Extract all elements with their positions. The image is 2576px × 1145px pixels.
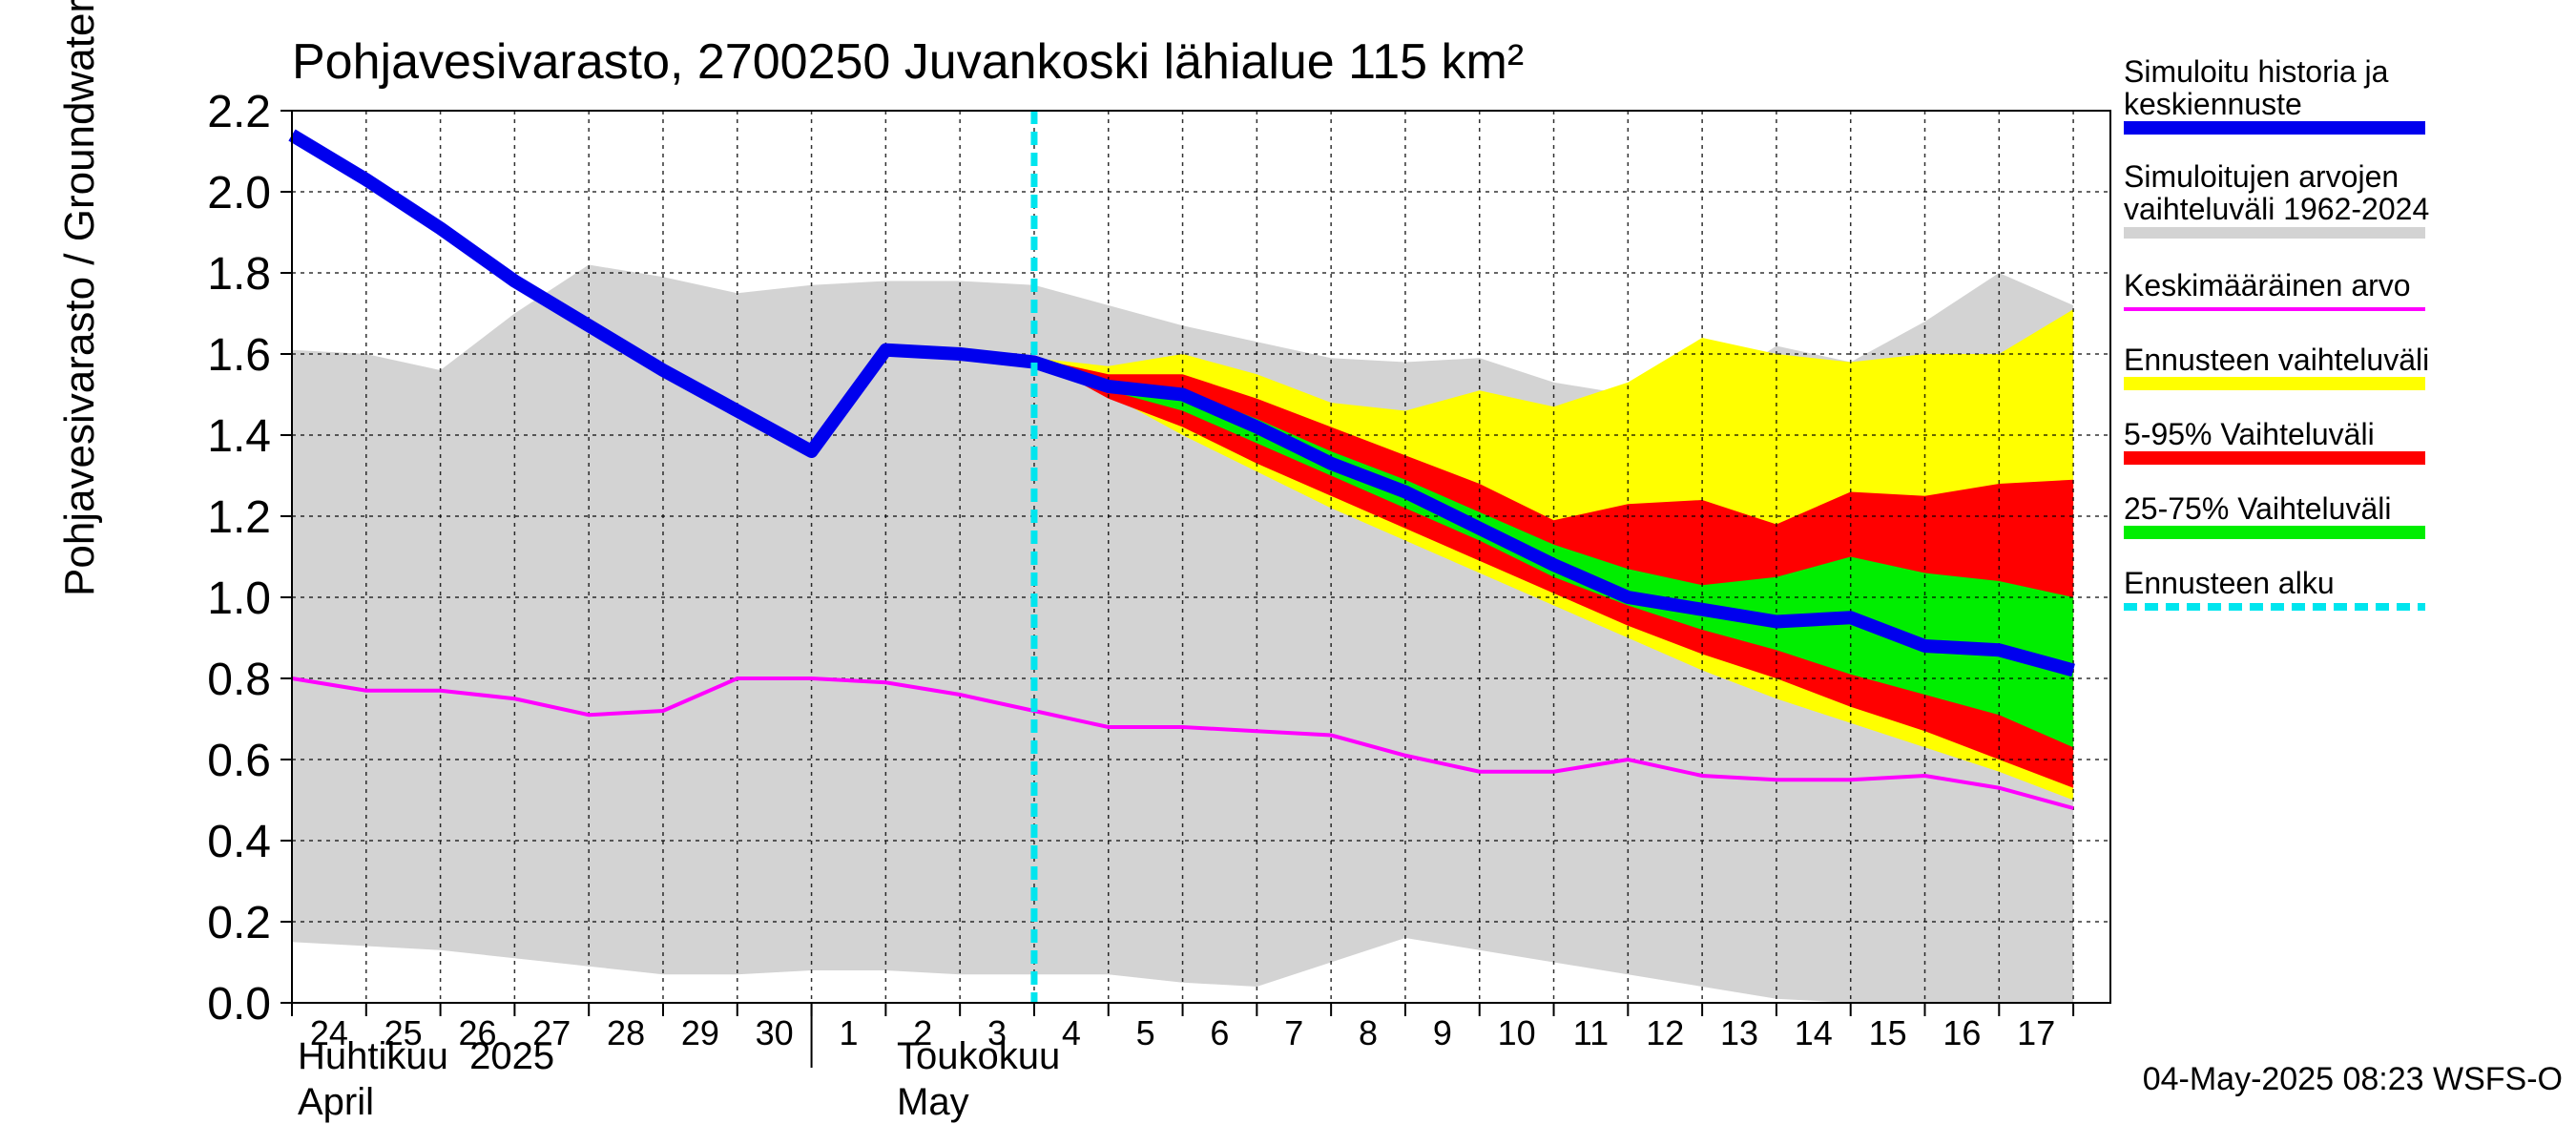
x-tick-label: 10 [1498,1013,1536,1052]
x-tick-label: 4 [1062,1013,1081,1052]
footer-timestamp: 04-May-2025 08:23 WSFS-O [2143,1061,2563,1097]
x-tick-label: 8 [1359,1013,1378,1052]
x-tick-label: 25 [384,1013,423,1052]
p25-75-area [1033,358,2074,748]
legend-label-history: keskiennuste [2124,87,2302,121]
history-forecast-line [288,129,2075,677]
x-tick-label: 12 [1646,1013,1684,1052]
y-tick-label: 0.6 [207,736,271,786]
legend-label-range: vaihteluväli 1962-2024 [2124,192,2429,226]
chart-tick-labels: 0.00.20.40.60.81.01.21.41.61.82.02.224 25… [207,87,2075,1052]
y-tick-label: 0.4 [207,817,271,867]
legend-label-mean: Keskimääräinen arvo [2124,268,2411,302]
chart-grid [292,111,2110,1003]
x-tick-label: 2 [913,1013,932,1052]
x-tick-label: 17 [2017,1013,2055,1052]
x-tick-label: 28 [607,1013,645,1052]
y-tick-label: 1.2 [207,492,271,543]
month-label-may-en: May [897,1081,969,1123]
y-tick-label: 1.0 [207,573,271,624]
x-tick-label: 29 [681,1013,719,1052]
y-tick-label: 2.0 [207,168,271,219]
x-tick-label: 14 [1795,1013,1833,1052]
x-tick-label: 30 [756,1013,794,1052]
x-tick-label: 3 [987,1013,1007,1052]
x-tick-label: 6 [1210,1013,1229,1052]
x-tick-label: 7 [1284,1013,1303,1052]
y-tick-label: 1.4 [207,411,271,462]
y-tick-label: 0.2 [207,898,271,948]
x-tick-label: 13 [1720,1013,1758,1052]
y-axis-label: Pohjavesivarasto / Groundwater storage m… [56,0,103,596]
chart-areas [292,264,2074,1003]
chart-lines [288,111,2075,1003]
x-tick-label: 11 [1573,1013,1609,1052]
x-tick-label: 24 [310,1013,348,1052]
legend-label-history: Simuloitu historia ja [2124,54,2389,89]
month-label-april-en: April [298,1081,374,1123]
month-label-april-fi: Huhtikuu 2025 [298,1035,554,1077]
month-labels: Huhtikuu 2025 April Toukokuu May [298,1035,1060,1123]
y-tick-label: 1.6 [207,330,271,381]
y-tick-label: 1.8 [207,249,271,300]
month-label-may-fi: Toukokuu [897,1035,1060,1077]
y-tick-label: 0.0 [207,979,271,1030]
x-tick-label: 16 [1942,1013,1981,1052]
legend-label-p5_95: 5-95% Vaihteluväli [2124,417,2375,451]
legend-label-forecast_start: Ennusteen alku [2124,566,2335,600]
x-tick-label: 1 [839,1013,858,1052]
x-tick-label: 9 [1433,1013,1452,1052]
x-tick-label: 27 [532,1013,571,1052]
legend-label-p25_75: 25-75% Vaihteluväli [2124,491,2391,526]
x-tick-label: 5 [1136,1013,1155,1052]
plot-frame [291,110,2111,1004]
x-tick-label: 15 [1869,1013,1907,1052]
legend-label-range: Simuloitujen arvojen [2124,159,2399,194]
legend-label-forecast_range: Ennusteen vaihteluväli [2124,343,2429,377]
chart-title: Pohjavesivarasto, 2700250 Juvankoski läh… [292,34,1524,90]
mean-line [291,677,2074,810]
y-tick-label: 0.8 [207,655,271,705]
x-tick-label: 26 [458,1013,496,1052]
y-tick-label: 2.2 [207,87,271,137]
